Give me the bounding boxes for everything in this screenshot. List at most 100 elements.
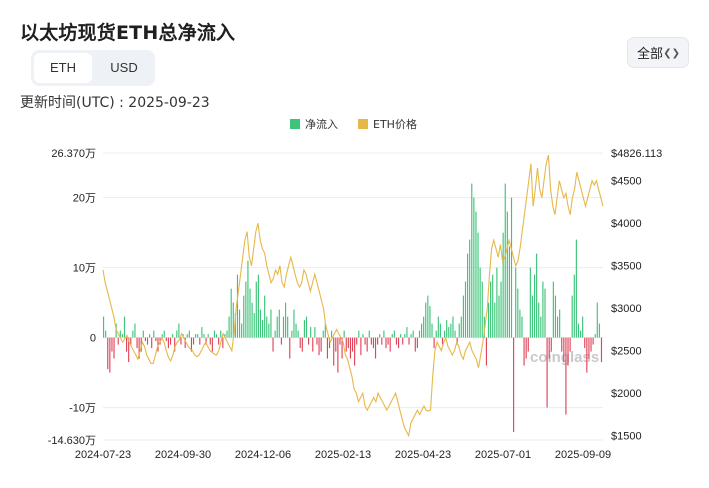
flow-bar: [280, 337, 282, 345]
flow-bar: [186, 334, 188, 338]
flow-bar: [305, 316, 308, 338]
flow-bar: [554, 295, 557, 338]
flow-bar: [410, 334, 412, 338]
x-tick-label: 2025-09-09: [555, 449, 611, 461]
flow-bar: [146, 337, 149, 345]
legend-label-eth-price[interactable]: ETH价格: [373, 117, 417, 131]
flow-bar: [190, 337, 193, 352]
flow-bar: [450, 323, 452, 338]
flow-bar: [153, 330, 155, 338]
flow-bar: [126, 337, 128, 352]
flow-bar: [364, 337, 366, 345]
flow-bar: [446, 320, 448, 338]
chevron-updown-icon: ❮❯: [663, 48, 680, 59]
flow-bar: [220, 330, 222, 338]
flow-bar: [460, 316, 462, 338]
flow-bar: [351, 337, 354, 352]
flow-bar: [205, 337, 207, 345]
flow-bar: [377, 337, 379, 345]
flow-bar: [232, 302, 234, 338]
flow-bar: [429, 306, 431, 338]
flow-bar: [308, 337, 310, 345]
y-left-tick-label: 26.370万: [51, 148, 96, 160]
flow-bar: [397, 337, 400, 349]
flow-bar: [276, 316, 278, 338]
y-right-tick-label: $2000: [611, 388, 642, 400]
flow-bar: [475, 211, 477, 338]
flow-bar: [121, 334, 123, 338]
flow-bar: [408, 337, 410, 345]
flow-bar: [427, 295, 429, 338]
flow-bar: [266, 316, 268, 338]
flow-bar: [341, 337, 343, 359]
flow-bar: [423, 316, 425, 338]
flow-bar: [253, 313, 255, 338]
flow-bar: [385, 337, 387, 349]
flow-bar: [506, 211, 508, 338]
flow-bar: [540, 316, 542, 338]
flow-bar: [128, 337, 130, 363]
flow-bar: [180, 337, 182, 345]
flow-bar: [592, 337, 594, 345]
range-select[interactable]: 全部 ❮❯: [627, 37, 689, 68]
y-right-tick-label: $4000: [611, 218, 642, 230]
flow-bar: [331, 330, 333, 338]
flow-bar: [188, 330, 190, 338]
flow-bar: [142, 330, 144, 338]
flow-bar: [458, 323, 460, 338]
flow-bar: [195, 334, 197, 338]
flow-bar: [326, 337, 328, 359]
flow-bar: [504, 183, 506, 338]
flow-bar: [498, 295, 500, 338]
flow-bar: [285, 302, 287, 338]
flow-bar: [559, 309, 561, 338]
flow-bar: [138, 337, 140, 359]
flow-bar: [282, 316, 285, 338]
y-axis-left: 26.370万 20万 10万 0 -10万 -14.630万: [48, 148, 96, 447]
flow-bar: [395, 337, 398, 345]
flow-bar: [400, 334, 402, 338]
flow-bar: [105, 330, 107, 338]
flow-bar: [243, 295, 245, 338]
flow-bar: [544, 288, 546, 338]
range-select-value: 全部: [637, 46, 664, 61]
grid-lines: [103, 152, 603, 441]
legend-label-net-flow[interactable]: 净流入: [305, 117, 338, 131]
unit-option-eth[interactable]: ETH: [34, 53, 92, 83]
y-right-tick-label: $3000: [611, 303, 642, 315]
flow-bar: [320, 337, 322, 352]
y-left-tick-label: 20万: [73, 193, 96, 205]
flow-bar: [257, 274, 259, 338]
flow-bar: [103, 316, 105, 338]
flow-bar: [211, 337, 213, 352]
flow-bar: [241, 323, 243, 338]
flow-bar: [203, 334, 205, 338]
flow-bar: [207, 334, 209, 338]
unit-option-usd[interactable]: USD: [110, 60, 138, 75]
flow-bar: [552, 281, 554, 338]
flow-bar: [523, 337, 525, 366]
flow-bar: [172, 334, 174, 338]
flow-bar: [134, 323, 136, 338]
flow-bar: [316, 337, 318, 345]
flow-bar: [379, 334, 381, 338]
flow-bar: [322, 330, 324, 338]
y-right-tick-label: $1500: [611, 431, 642, 443]
flow-bar: [163, 330, 165, 338]
flow-bar: [513, 337, 515, 433]
flow-bar: [119, 330, 121, 338]
flow-bar: [374, 337, 377, 359]
flow-bar: [485, 337, 487, 366]
flow-bar: [318, 337, 320, 356]
flow-bar: [109, 337, 111, 373]
flow-bar: [289, 337, 291, 359]
flow-bar: [389, 337, 391, 352]
flow-bar: [469, 239, 471, 338]
flow-bar: [215, 334, 218, 338]
flow-bar: [178, 323, 180, 338]
flow-bar: [431, 323, 433, 338]
flow-bar: [251, 302, 253, 338]
flow-bar: [209, 337, 211, 345]
x-tick-label: 2024-09-30: [155, 449, 211, 461]
flow-bar: [184, 337, 186, 349]
